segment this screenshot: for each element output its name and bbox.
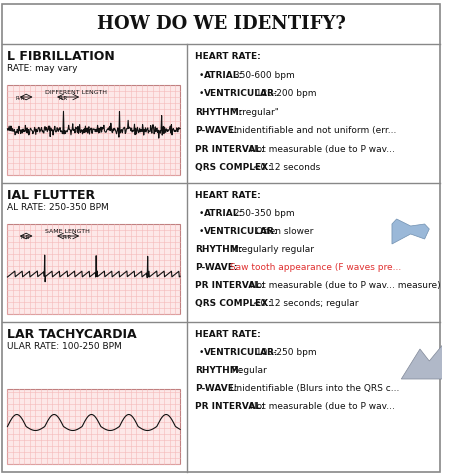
Text: Not measurable (due to P wav... measure): Not measurable (due to P wav... measure): [247, 281, 441, 290]
Text: ATRIAL:: ATRIAL:: [204, 209, 244, 218]
Text: Regular: Regular: [228, 366, 266, 375]
Text: VENTRICULAR:: VENTRICULAR:: [204, 89, 279, 98]
Text: •: •: [199, 209, 204, 218]
Text: RHYTHM:: RHYTHM:: [195, 108, 242, 117]
Text: VENTRICULAR:: VENTRICULAR:: [204, 227, 279, 236]
Text: •: •: [199, 348, 204, 357]
Text: •: •: [199, 227, 204, 236]
Text: <0.12 seconds: <0.12 seconds: [250, 163, 320, 172]
Polygon shape: [401, 344, 457, 379]
Text: ULAR RATE: 100-250 BPM: ULAR RATE: 100-250 BPM: [8, 342, 122, 351]
Text: P-WAVE:: P-WAVE:: [195, 384, 237, 393]
Text: <0.12 seconds; regular: <0.12 seconds; regular: [250, 299, 359, 308]
Text: R-R: R-R: [20, 235, 30, 240]
Text: PR INTERVAL:: PR INTERVAL:: [195, 145, 264, 154]
Text: HOW DO WE IDENTIFY?: HOW DO WE IDENTIFY?: [97, 15, 346, 33]
Text: •: •: [199, 89, 204, 98]
Text: AL RATE: 250-350 BPM: AL RATE: 250-350 BPM: [8, 203, 109, 212]
Text: L FIBRILLATION: L FIBRILLATION: [8, 50, 115, 63]
Text: RATE: may vary: RATE: may vary: [8, 64, 78, 73]
Text: "Irregular": "Irregular": [228, 108, 279, 117]
Text: RHYTHM:: RHYTHM:: [195, 366, 242, 375]
Text: IAL FLUTTER: IAL FLUTTER: [8, 189, 96, 202]
Text: 120-200 bpm: 120-200 bpm: [253, 89, 317, 98]
Text: P-WAVE:: P-WAVE:: [195, 263, 237, 272]
Text: R-R: R-R: [63, 235, 72, 240]
Text: 350-600 bpm: 350-600 bpm: [230, 71, 294, 80]
Text: HEART RATE:: HEART RATE:: [195, 191, 261, 200]
Polygon shape: [392, 219, 429, 244]
Text: DIFFERENT LENGTH: DIFFERENT LENGTH: [45, 90, 107, 95]
Text: ATRIAL:: ATRIAL:: [204, 71, 244, 80]
Text: Not measurable (due to P wav...: Not measurable (due to P wav...: [247, 145, 395, 154]
Text: Unidentifiable (Blurs into the QRS c...: Unidentifiable (Blurs into the QRS c...: [227, 384, 399, 393]
Text: VENTRICULAR:: VENTRICULAR:: [204, 348, 279, 357]
Text: QRS COMPLEX:: QRS COMPLEX:: [195, 299, 272, 308]
Text: HEART RATE:: HEART RATE:: [195, 52, 261, 61]
Text: PR INTERVAL:: PR INTERVAL:: [195, 402, 264, 411]
FancyBboxPatch shape: [8, 389, 180, 464]
Text: R-R: R-R: [16, 96, 25, 101]
Text: QRS COMPLEX:: QRS COMPLEX:: [195, 163, 272, 172]
Text: LAR TACHYCARDIA: LAR TACHYCARDIA: [8, 328, 137, 341]
Text: R-R: R-R: [59, 96, 68, 101]
Text: HEART RATE:: HEART RATE:: [195, 330, 261, 339]
Text: •: •: [199, 71, 204, 80]
Text: SAME LENGTH: SAME LENGTH: [45, 229, 90, 234]
Text: Not measurable (due to P wav...: Not measurable (due to P wav...: [247, 402, 395, 411]
Text: P-WAVE:: P-WAVE:: [195, 126, 237, 135]
Text: Saw tooth appearance (F waves pre...: Saw tooth appearance (F waves pre...: [227, 263, 401, 272]
Text: RHYTHM:: RHYTHM:: [195, 245, 242, 254]
Text: 250-350 bpm: 250-350 bpm: [230, 209, 294, 218]
FancyBboxPatch shape: [8, 224, 180, 314]
Text: 100-250 bpm: 100-250 bpm: [253, 348, 317, 357]
Text: Irregularly regular: Irregularly regular: [228, 245, 314, 254]
Text: Often slower: Often slower: [253, 227, 313, 236]
Text: PR INTERVAL:: PR INTERVAL:: [195, 281, 264, 290]
Text: Unidentifiable and not uniform (err...: Unidentifiable and not uniform (err...: [227, 126, 396, 135]
FancyBboxPatch shape: [8, 85, 180, 175]
